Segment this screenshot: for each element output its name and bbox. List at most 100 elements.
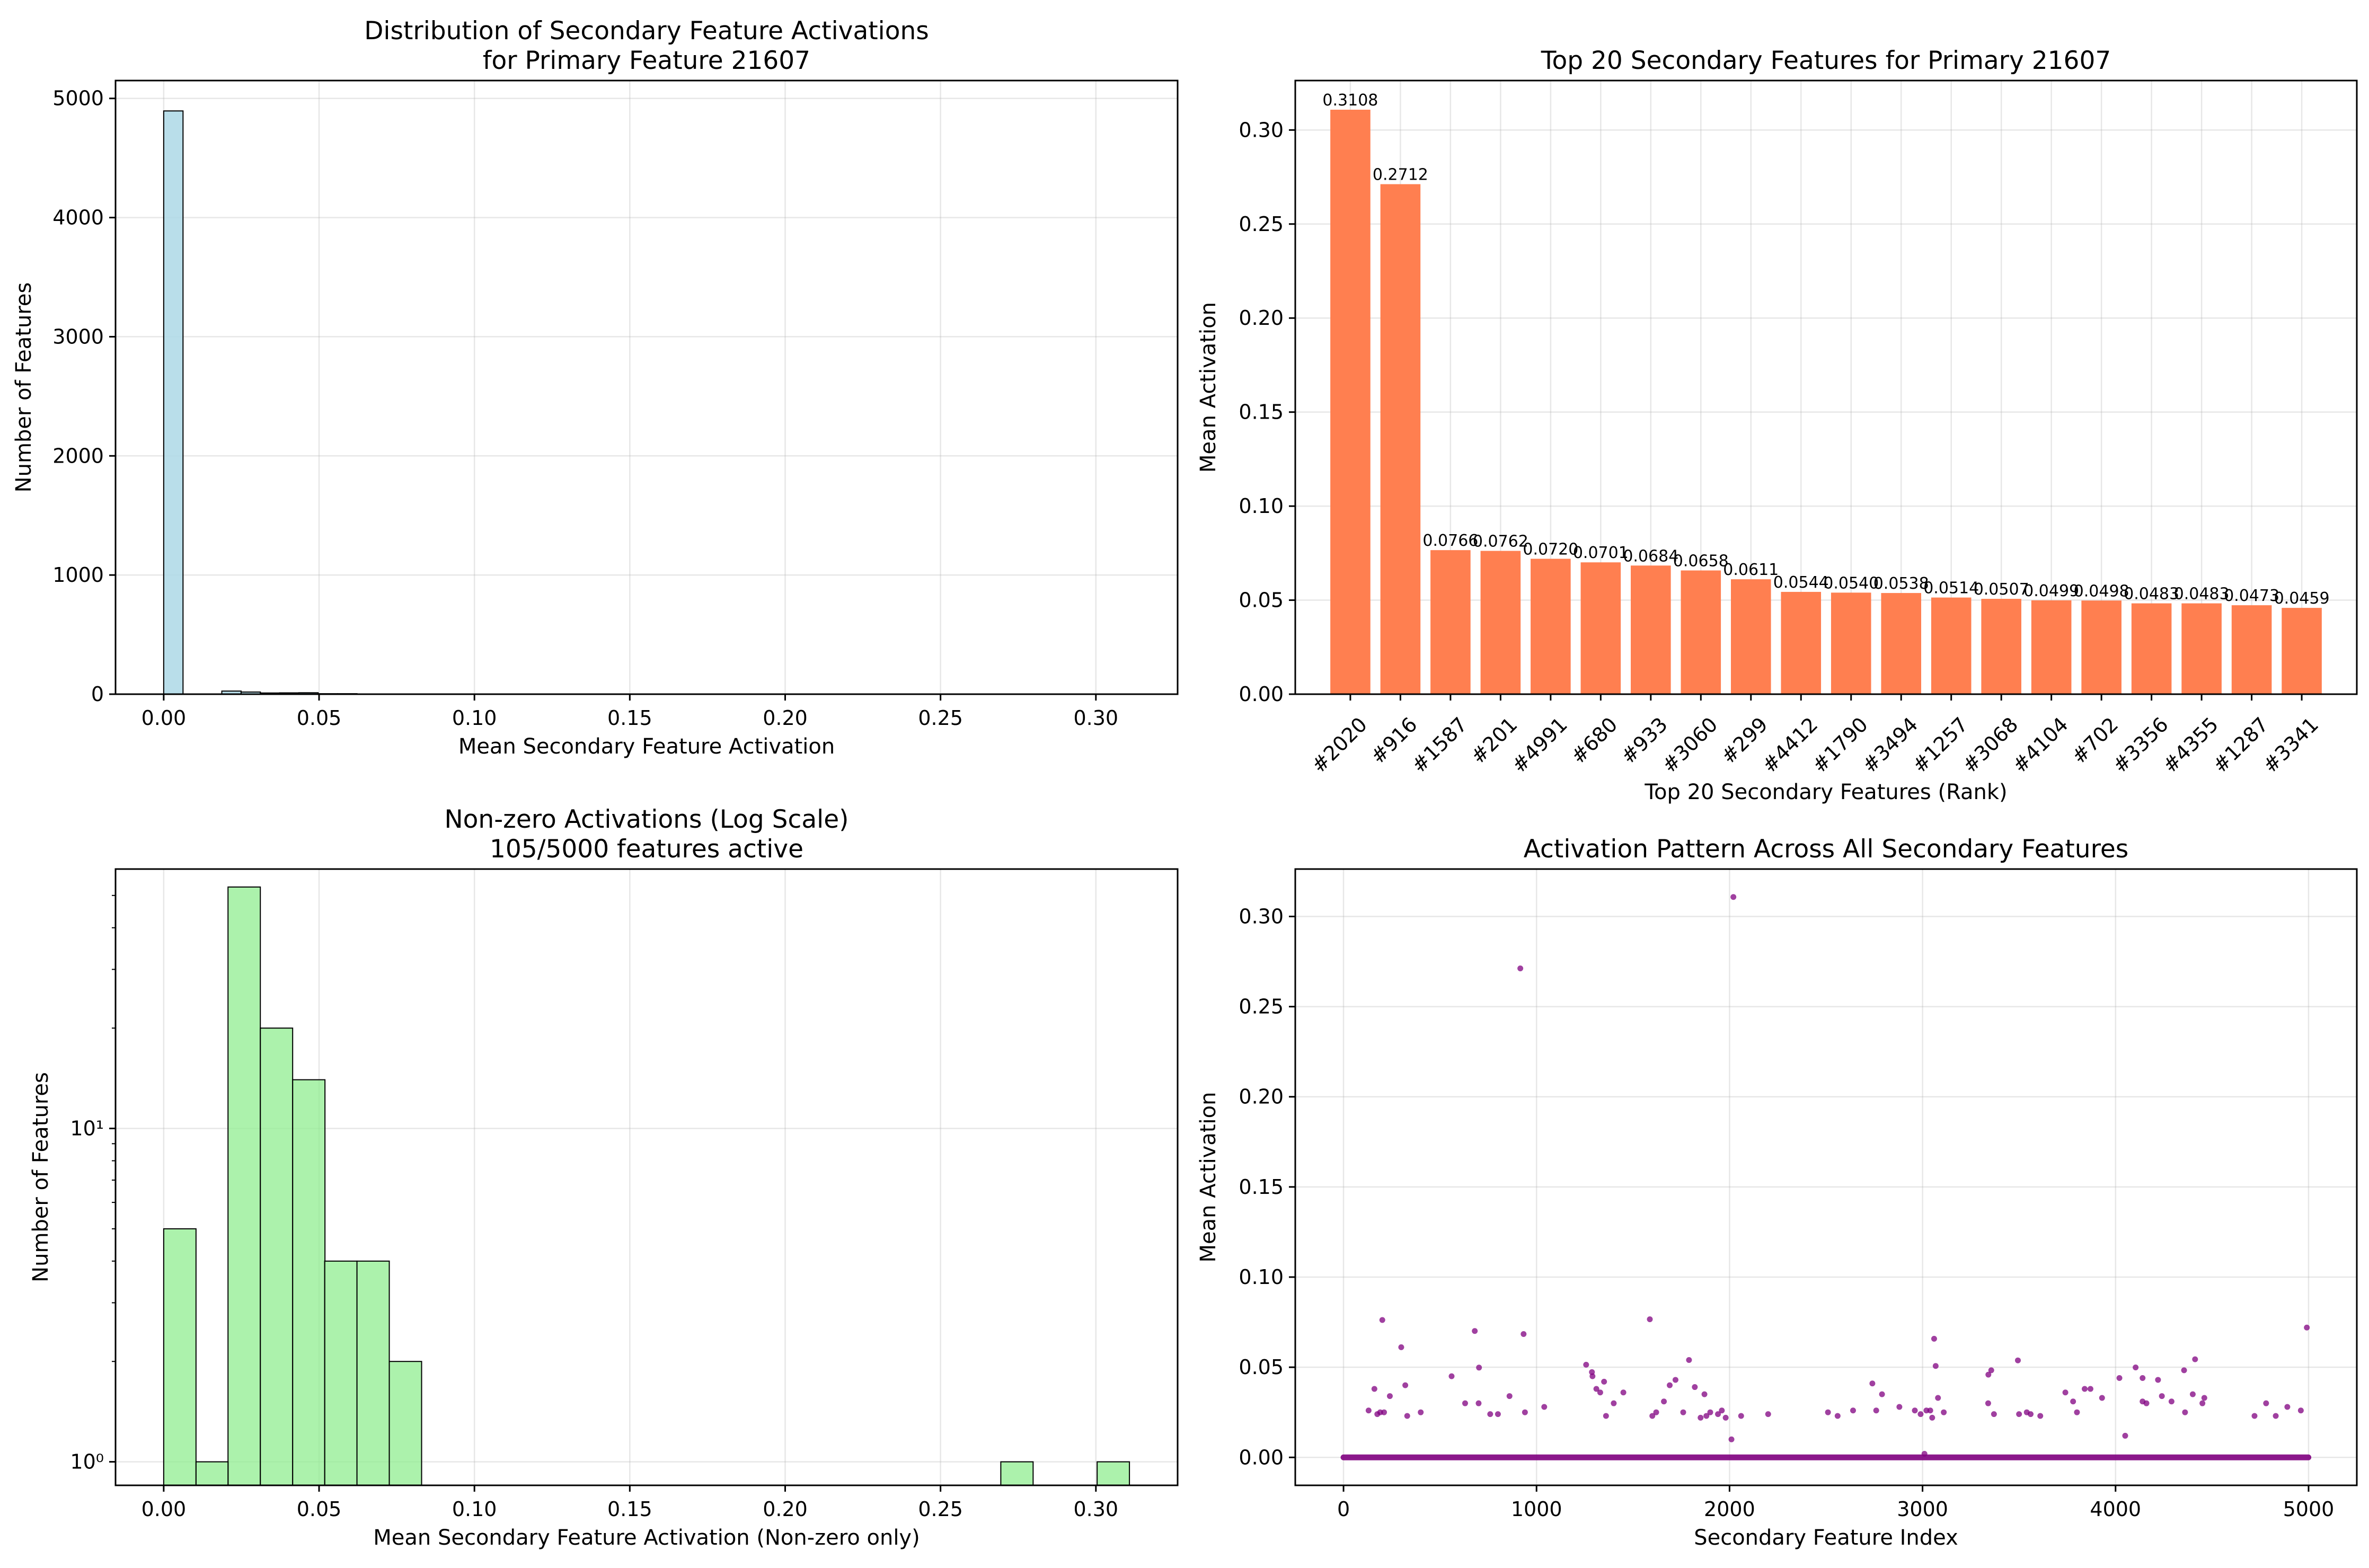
x-tick-label: 4000 [2090, 1498, 2141, 1521]
y-tick-label: 0.25 [1239, 995, 1284, 1018]
scatter-point [1917, 1411, 1924, 1418]
y-tick-label: 0.15 [1239, 1175, 1284, 1199]
bar [2131, 603, 2172, 694]
x-tick-label: #680 [1567, 713, 1622, 768]
scatter-point [1448, 1373, 1455, 1379]
bar [1831, 592, 1871, 694]
scatter-point [1472, 1328, 1478, 1334]
scatter-point [1703, 1413, 1710, 1419]
bar [1981, 599, 2021, 694]
chart-title: Non-zero Activations (Log Scale) [445, 805, 849, 834]
scatter-point [1932, 1363, 1939, 1369]
bar-value-label: 0.3108 [1322, 91, 1378, 110]
scatter-point [1398, 1344, 1404, 1350]
chart-title: Activation Pattern Across All Secondary … [1524, 835, 2129, 864]
scatter-point [1834, 1413, 1841, 1419]
y-tick-label: 0.00 [1239, 1446, 1284, 1469]
scatter-point [1402, 1382, 1409, 1388]
activation-distribution-histogram: Distribution of Secondary Feature Activa… [12, 16, 1179, 759]
scatter-point [2140, 1398, 2146, 1405]
bar-value-label: 0.0766 [1422, 531, 1478, 550]
scatter-point [1873, 1407, 1879, 1414]
y-tick-label: 10¹ [70, 1117, 104, 1140]
bar-value-label: 0.0498 [2074, 582, 2129, 600]
histogram-bar [324, 1260, 358, 1486]
scatter-point [1476, 1365, 1482, 1371]
histogram-bar [1097, 1461, 1130, 1486]
axes-frame [1294, 868, 2358, 1486]
scatter-point [1506, 1393, 1513, 1399]
bar-value-label: 0.0658 [1673, 552, 1729, 570]
x-tick-label: 0.15 [607, 706, 652, 730]
x-tick-label: 0.25 [918, 1498, 963, 1521]
bar-value-label: 0.0544 [1773, 573, 1829, 592]
y-tick-label: 0.15 [1239, 401, 1284, 424]
x-tick-label: #4412 [1757, 713, 1822, 777]
x-tick-label: 0.05 [297, 706, 342, 730]
bar-value-label: 0.0538 [1873, 574, 1929, 593]
bar-value-label: 0.0514 [1923, 579, 1979, 598]
y-tick-label: 0.10 [1239, 494, 1284, 518]
scatter-point [1386, 1393, 1393, 1399]
bar-value-label: 0.0540 [1823, 574, 1879, 592]
scatter-point [1680, 1409, 1686, 1415]
y-tick-label: 0 [91, 683, 104, 706]
scatter-point [1601, 1378, 1607, 1385]
scatter-point [2199, 1400, 2206, 1406]
x-tick-label: #3068 [1958, 713, 2022, 777]
axes-frame [114, 868, 1179, 1486]
scatter-point [2074, 1409, 2080, 1415]
scatter-point [2304, 1324, 2310, 1331]
x-tick-label: 0.00 [142, 1498, 187, 1521]
x-tick-label: #2020 [1307, 713, 1372, 777]
bar [1730, 579, 1771, 694]
x-tick-label: 0.20 [763, 706, 808, 730]
scatter-point [1985, 1371, 1992, 1378]
y-tick-label: 5000 [52, 87, 104, 110]
bar-value-label: 0.2712 [1373, 166, 1428, 184]
scatter-point [2116, 1375, 2123, 1381]
y-tick-label: 2000 [52, 444, 104, 467]
scatter-point [1896, 1404, 1903, 1410]
x-tick-label: 0.00 [142, 706, 187, 730]
y-tick-label: 4000 [52, 206, 104, 229]
scatter-point [1521, 1331, 1527, 1337]
x-tick-label: #4355 [2158, 713, 2223, 777]
scatter-point [1698, 1414, 1704, 1421]
scatter-point [2062, 1389, 2069, 1396]
scatter-point [2140, 1375, 2146, 1381]
scatter-point [2159, 1393, 2165, 1399]
scatter-point [2099, 1395, 2105, 1401]
bar [2282, 608, 2322, 694]
x-axis-label: Top 20 Secondary Features (Rank) [1644, 780, 2007, 804]
chart-panel-top-left: Distribution of Secondary Feature Activa… [0, 0, 1185, 784]
scatter-point [1912, 1407, 1918, 1414]
top20-secondary-features-bar-chart: Top 20 Secondary Features for Primary 21… [1196, 46, 2358, 804]
scatter-point [1589, 1373, 1596, 1379]
x-tick-label: 0.30 [1073, 1498, 1118, 1521]
scatter-point [2016, 1411, 2022, 1418]
bar-value-label: 0.0473 [2224, 587, 2279, 605]
bar [1480, 551, 1521, 694]
histogram-bar [292, 1079, 326, 1486]
x-tick-label: 0 [1337, 1498, 1350, 1521]
y-tick-label: 0.25 [1239, 212, 1284, 236]
scatter-point [2201, 1395, 2207, 1401]
bar [2231, 605, 2272, 694]
scatter-point [2133, 1364, 2139, 1370]
scatter-point [1672, 1377, 1678, 1383]
x-tick-label: 1000 [1511, 1498, 1562, 1521]
histogram-bar [163, 1228, 197, 1486]
scatter-point [1935, 1395, 1941, 1401]
bar-value-label: 0.0611 [1723, 561, 1779, 579]
bar-value-label: 0.0701 [1573, 544, 1629, 562]
y-tick-label: 0.20 [1239, 306, 1284, 330]
scatter-point [1620, 1389, 1627, 1396]
y-tick-label: 3000 [52, 325, 104, 348]
scatter-point [1985, 1400, 1991, 1406]
scatter-point [1597, 1389, 1603, 1396]
x-tick-label: #3060 [1657, 713, 1722, 777]
axes-frame [1294, 79, 2358, 695]
scatter-point [1927, 1407, 1933, 1414]
histogram-bar [260, 1027, 294, 1486]
